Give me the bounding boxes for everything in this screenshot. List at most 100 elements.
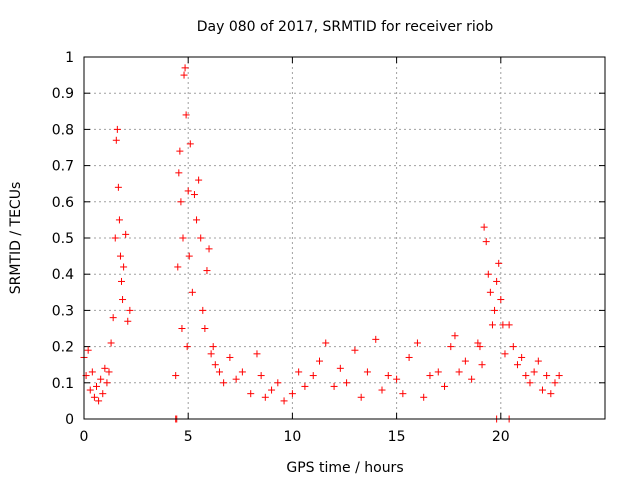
data-point bbox=[372, 335, 380, 343]
data-point bbox=[478, 361, 486, 369]
data-point bbox=[434, 368, 442, 376]
data-point bbox=[205, 245, 213, 253]
plot-frame bbox=[83, 56, 606, 420]
x-tick-label: 0 bbox=[80, 429, 89, 445]
data-point bbox=[232, 375, 240, 383]
data-point bbox=[112, 136, 120, 144]
data-point bbox=[482, 238, 490, 246]
data-point bbox=[215, 368, 223, 376]
data-point bbox=[555, 372, 563, 380]
y-tick-label: 1 bbox=[65, 50, 74, 66]
data-point bbox=[207, 350, 215, 358]
data-point bbox=[93, 382, 101, 390]
x-tick-label: 5 bbox=[184, 429, 193, 445]
data-point bbox=[441, 382, 449, 390]
grid-lines bbox=[84, 57, 605, 419]
data-point bbox=[455, 368, 463, 376]
data-point bbox=[201, 325, 209, 332]
data-point bbox=[209, 343, 217, 351]
data-point bbox=[174, 263, 182, 271]
data-point bbox=[109, 314, 117, 322]
data-point bbox=[199, 306, 207, 314]
data-point bbox=[268, 386, 276, 394]
data-point bbox=[413, 339, 421, 347]
data-point bbox=[513, 361, 521, 369]
data-point bbox=[280, 397, 288, 405]
data-point bbox=[447, 343, 455, 351]
data-point bbox=[257, 372, 265, 380]
x-tick-label: 15 bbox=[388, 429, 406, 445]
x-tick-label: 10 bbox=[283, 429, 301, 445]
data-point bbox=[501, 350, 509, 358]
data-point bbox=[357, 393, 365, 401]
data-point bbox=[261, 393, 269, 401]
data-point bbox=[182, 111, 190, 119]
data-point bbox=[88, 368, 96, 376]
data-point bbox=[534, 357, 542, 365]
data-point bbox=[543, 372, 551, 380]
data-point bbox=[116, 252, 124, 260]
data-point bbox=[97, 375, 105, 383]
y-tick-label: 0.2 bbox=[52, 340, 74, 356]
data-point bbox=[509, 343, 517, 351]
data-point bbox=[461, 357, 469, 365]
data-point bbox=[177, 198, 185, 206]
data-point bbox=[301, 382, 309, 390]
data-point bbox=[238, 368, 246, 376]
data-point bbox=[363, 368, 371, 376]
data-point bbox=[84, 346, 92, 354]
data-point bbox=[309, 372, 317, 380]
data-point bbox=[211, 361, 219, 369]
data-point bbox=[181, 64, 189, 72]
data-point bbox=[114, 183, 122, 191]
data-point bbox=[99, 390, 107, 398]
data-point bbox=[495, 259, 503, 267]
data-point bbox=[226, 353, 234, 361]
y-tick-label: 0.6 bbox=[52, 195, 74, 211]
data-point bbox=[107, 339, 115, 347]
data-point bbox=[185, 252, 193, 260]
data-point bbox=[343, 379, 351, 387]
data-point bbox=[399, 390, 407, 398]
data-point bbox=[178, 325, 186, 332]
data-point bbox=[378, 386, 386, 394]
data-point bbox=[393, 375, 401, 383]
data-point bbox=[474, 339, 482, 347]
data-point bbox=[330, 382, 338, 390]
data-point bbox=[118, 277, 126, 285]
data-point bbox=[124, 317, 132, 325]
data-point bbox=[505, 321, 513, 329]
data-point bbox=[493, 277, 501, 285]
data-point bbox=[351, 346, 359, 354]
data-point bbox=[336, 364, 344, 372]
data-point bbox=[488, 321, 496, 329]
data-point bbox=[105, 368, 113, 376]
data-point bbox=[484, 270, 492, 278]
x-axis-title: GPS time / hours bbox=[286, 460, 403, 476]
y-tick-label: 0.3 bbox=[52, 303, 74, 319]
data-point bbox=[384, 372, 392, 380]
data-point bbox=[111, 234, 119, 242]
chart-title: Day 080 of 2017, SRMTID for receiver rio… bbox=[197, 19, 494, 35]
data-point bbox=[547, 390, 555, 398]
tick-labels: 00.10.20.30.40.50.60.70.80.910 5 10 15 20 bbox=[52, 50, 510, 445]
data-point bbox=[193, 216, 201, 224]
data-point bbox=[538, 386, 546, 394]
data-point bbox=[315, 357, 323, 365]
data-point bbox=[518, 353, 526, 361]
data-point bbox=[499, 321, 507, 329]
data-point bbox=[551, 379, 559, 387]
data-point bbox=[405, 353, 413, 361]
data-point bbox=[184, 187, 192, 195]
data-point bbox=[480, 223, 488, 231]
data-point bbox=[103, 379, 111, 387]
data-point bbox=[90, 393, 98, 401]
data-point bbox=[101, 364, 109, 372]
data-point bbox=[247, 390, 255, 398]
data-point bbox=[172, 372, 180, 380]
y-tick-label: 0.1 bbox=[52, 376, 74, 392]
data-point bbox=[175, 169, 183, 177]
data-point bbox=[119, 296, 127, 304]
data-point bbox=[530, 368, 538, 376]
data-point bbox=[180, 71, 188, 79]
